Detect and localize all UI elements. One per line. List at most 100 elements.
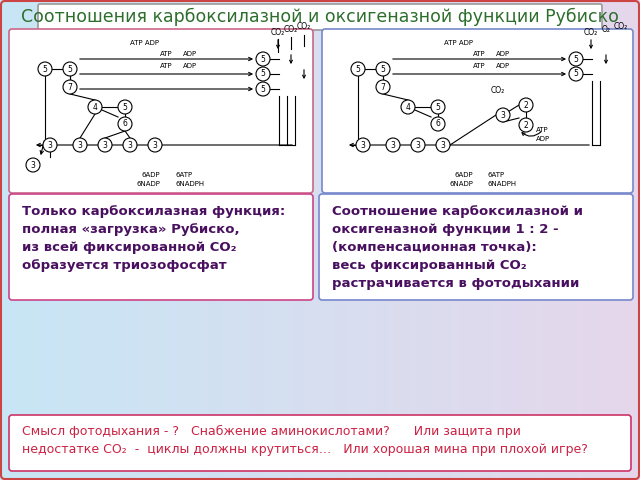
Bar (420, 0, 421, 480)
Bar (270, 0, 271, 480)
Bar (27, 0, 28, 480)
Bar (21, 0, 22, 480)
Bar (114, 0, 115, 480)
Bar (59, 0, 60, 480)
Bar (386, 0, 387, 480)
Bar (307, 0, 308, 480)
Bar (47, 0, 48, 480)
Bar (142, 0, 143, 480)
Bar (445, 0, 446, 480)
Bar (304, 0, 305, 480)
Bar (77, 0, 78, 480)
Bar (282, 0, 283, 480)
Bar (515, 0, 516, 480)
Bar (261, 0, 262, 480)
Bar (74, 0, 75, 480)
Bar (320, 0, 321, 480)
Bar (169, 0, 170, 480)
Bar (268, 0, 269, 480)
Text: 3: 3 (127, 141, 132, 149)
Bar (449, 0, 450, 480)
Bar (418, 0, 419, 480)
Bar (191, 0, 192, 480)
Bar (75, 0, 76, 480)
Bar (364, 0, 365, 480)
Bar (229, 0, 230, 480)
Bar (300, 0, 301, 480)
Bar (457, 0, 458, 480)
Bar (121, 0, 122, 480)
Bar (56, 0, 57, 480)
Bar (353, 0, 354, 480)
Bar (612, 0, 613, 480)
Bar (148, 0, 149, 480)
Bar (556, 0, 557, 480)
Bar (566, 0, 567, 480)
Bar (502, 0, 503, 480)
Bar (524, 0, 525, 480)
Bar (380, 0, 381, 480)
Bar (329, 0, 330, 480)
Bar (219, 0, 220, 480)
Bar (535, 0, 536, 480)
FancyBboxPatch shape (9, 415, 631, 471)
Bar (82, 0, 83, 480)
Bar (250, 0, 251, 480)
Bar (600, 0, 601, 480)
Bar (277, 0, 278, 480)
Bar (112, 0, 113, 480)
Bar (186, 0, 187, 480)
Bar (516, 0, 517, 480)
Bar (316, 0, 317, 480)
Bar (488, 0, 489, 480)
Bar (511, 0, 512, 480)
Bar (52, 0, 53, 480)
Bar (588, 0, 589, 480)
Bar (113, 0, 114, 480)
Bar (508, 0, 509, 480)
Text: CO₂: CO₂ (614, 22, 628, 31)
Bar (179, 0, 180, 480)
Bar (172, 0, 173, 480)
Bar (629, 0, 630, 480)
Bar (399, 0, 400, 480)
Bar (499, 0, 500, 480)
Bar (33, 0, 34, 480)
Circle shape (431, 100, 445, 114)
Bar (465, 0, 466, 480)
Bar (153, 0, 154, 480)
Bar (275, 0, 276, 480)
Bar (40, 0, 41, 480)
Text: Смысл фотодыхания - ?   Снабжение аминокислотами?      Или защита при
недостатке: Смысл фотодыхания - ? Снабжение аминокис… (22, 425, 588, 456)
Bar (63, 0, 64, 480)
Bar (351, 0, 352, 480)
Bar (214, 0, 215, 480)
Bar (259, 0, 260, 480)
Bar (19, 0, 20, 480)
Bar (618, 0, 619, 480)
Circle shape (118, 117, 132, 131)
Bar (496, 0, 497, 480)
Bar (565, 0, 566, 480)
Bar (533, 0, 534, 480)
Bar (305, 0, 306, 480)
FancyBboxPatch shape (9, 29, 313, 193)
Bar (15, 0, 16, 480)
Bar (327, 0, 328, 480)
Bar (269, 0, 270, 480)
Bar (601, 0, 602, 480)
Bar (79, 0, 80, 480)
Text: Соотношение карбоксилазной и
оксигеназной функции 1 : 2 -
(компенсационная точка: Соотношение карбоксилазной и оксигеназно… (332, 205, 583, 290)
FancyBboxPatch shape (319, 194, 633, 300)
Bar (561, 0, 562, 480)
Bar (372, 0, 373, 480)
Bar (185, 0, 186, 480)
Bar (323, 0, 324, 480)
Bar (557, 0, 558, 480)
Text: 4: 4 (93, 103, 97, 111)
Bar (244, 0, 245, 480)
Bar (44, 0, 45, 480)
Bar (131, 0, 132, 480)
Bar (198, 0, 199, 480)
Bar (124, 0, 125, 480)
